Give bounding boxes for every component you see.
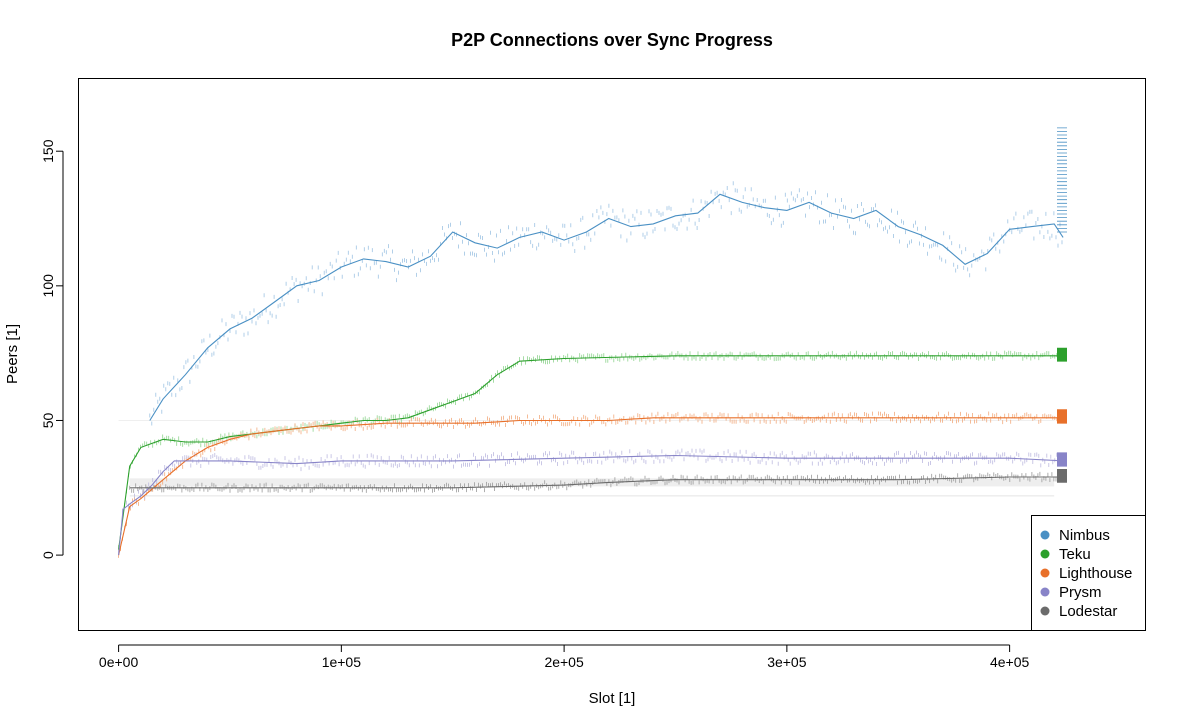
nimbus-raw-samples (149, 127, 1067, 426)
legend-swatch (1040, 549, 1050, 559)
x-tick-label: 2e+05 (544, 654, 584, 670)
teku-edge-cluster (1057, 347, 1067, 362)
lighthouse-edge-cluster (1057, 409, 1067, 424)
x-axis-label: Slot [1] (589, 690, 636, 707)
legend-label: Nimbus (1059, 527, 1110, 544)
plot-frame (78, 78, 1146, 631)
prysm-edge-cluster (1057, 452, 1067, 467)
teku-raw-path (118, 350, 1064, 550)
nimbus-series-line (149, 193, 1064, 421)
legend-item-prysm: Prysm (1040, 584, 1102, 601)
legend-swatch (1040, 568, 1050, 578)
nimbus-edge-cluster (1057, 127, 1067, 233)
y-tick-label: 100 (40, 274, 56, 298)
y-tick-label: 0 (40, 551, 56, 559)
prysm-series-line (118, 454, 1066, 556)
legend-item-lighthouse: Lighthouse (1040, 565, 1132, 582)
legend-label: Prysm (1059, 584, 1102, 601)
prysm-raw-samples (118, 448, 1067, 554)
lodestar-series-line (129, 476, 1066, 489)
y-axis: 0 50 100 150 (40, 139, 64, 559)
x-tick-label: 1e+05 (322, 654, 362, 670)
legend-item-lodestar: Lodestar (1040, 603, 1117, 620)
legend-label: Lighthouse (1059, 565, 1132, 582)
prysm-raw-path (118, 448, 1064, 554)
teku-raw-samples (118, 347, 1067, 550)
lodestar-edge-cluster (1057, 469, 1067, 483)
y-tick-label: 150 (40, 139, 56, 163)
x-tick-label: 4e+05 (990, 654, 1030, 670)
lodestar-band (129, 478, 1055, 487)
lighthouse-series-line (118, 417, 1066, 556)
x-tick-label: 0e+00 (99, 654, 139, 670)
y-tick-label: 50 (40, 413, 56, 429)
legend-swatch (1040, 587, 1050, 597)
y-axis-label: Peers [1] (4, 324, 21, 384)
legend-swatch (1040, 606, 1050, 616)
x-tick-label: 3e+05 (767, 654, 807, 670)
raw-samples (118, 127, 1067, 558)
teku-series-line (118, 355, 1066, 550)
legend-swatch (1040, 530, 1050, 540)
legend-item-teku: Teku (1040, 546, 1091, 563)
legend: Nimbus Teku Lighthouse Prysm Lodestar (1031, 515, 1146, 631)
series-lines (118, 193, 1066, 556)
nimbus-raw-path (149, 181, 1063, 426)
legend-label: Lodestar (1059, 603, 1117, 620)
legend-label: Teku (1059, 546, 1091, 563)
legend-item-nimbus: Nimbus (1040, 527, 1110, 544)
chart-title: P2P Connections over Sync Progress (451, 30, 773, 50)
legend-box (1031, 515, 1146, 631)
x-axis: 0e+00 1e+05 2e+05 3e+05 4e+05 (99, 644, 1030, 670)
